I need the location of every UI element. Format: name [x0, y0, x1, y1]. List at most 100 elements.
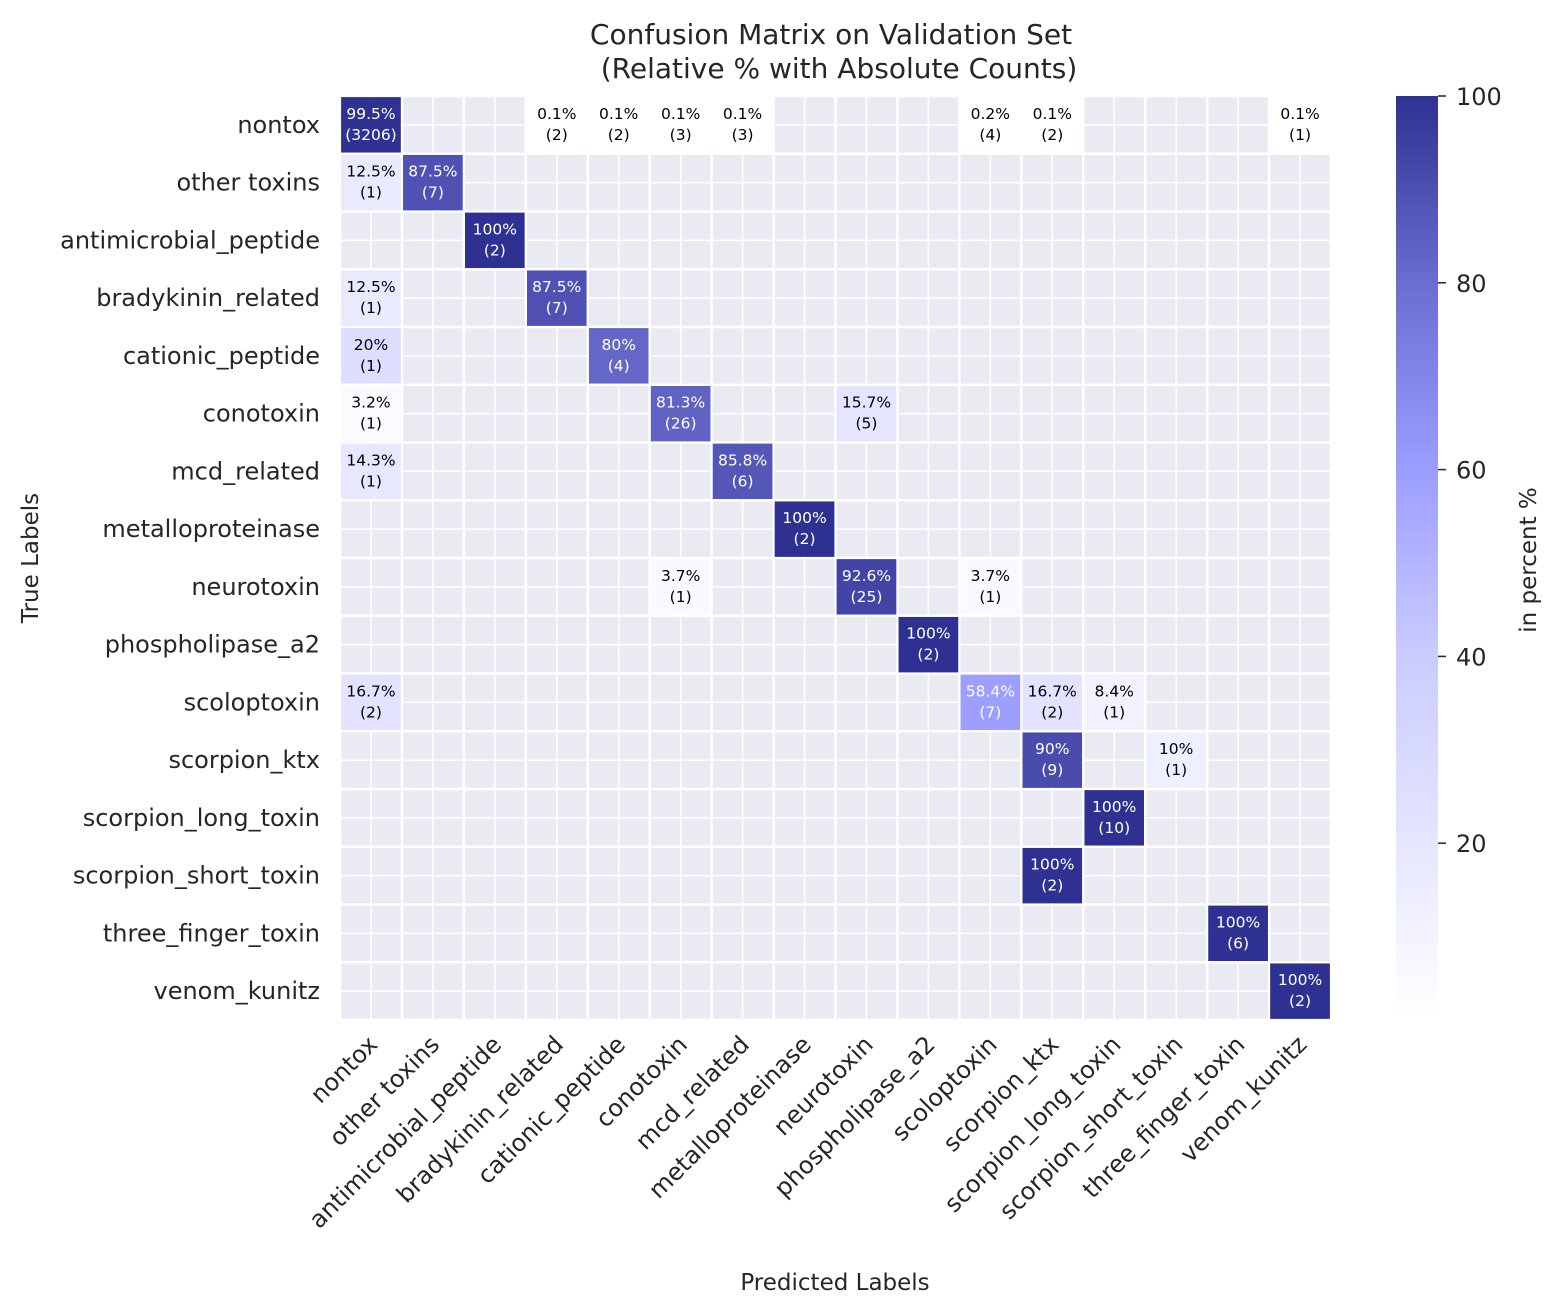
- heatmap-cell-fill: [898, 616, 959, 673]
- y-axis-label: True Labels: [18, 493, 44, 624]
- heatmap-cell-fill: [960, 674, 1021, 731]
- cell-count-label: (1): [360, 299, 382, 317]
- heatmap-cell-fill: [1022, 674, 1083, 731]
- heatmap-cell-fill: [1084, 790, 1144, 846]
- cell-percent-label: 0.1%: [1280, 105, 1319, 123]
- heatmap-cell-fill: [341, 270, 401, 326]
- colorbar-tick-label: 80: [1456, 270, 1487, 298]
- cell-count-label: (2): [1289, 992, 1311, 1010]
- cell-count-label: (4): [608, 357, 630, 375]
- row-label: mcd_related: [171, 457, 320, 485]
- row-label: conotoxin: [203, 400, 320, 428]
- row-label: bradykinin_related: [96, 284, 320, 312]
- cell-percent-label: 16.7%: [1028, 682, 1077, 700]
- heatmap-cell-fill: [1022, 732, 1083, 788]
- cell-percent-label: 87.5%: [408, 163, 457, 181]
- heatmap-cell-fill: [341, 154, 401, 211]
- cell-count-label: (9): [1041, 761, 1063, 779]
- cell-count-label: (7): [422, 184, 444, 202]
- cell-count-label: (2): [1041, 703, 1063, 721]
- cell-percent-label: 100%: [782, 509, 826, 527]
- heatmap-cell-fill: [341, 674, 401, 731]
- heatmap-cell-fill: [588, 328, 649, 384]
- cell-count-label: (1): [1289, 126, 1311, 144]
- row-label: scorpion_long_toxin: [83, 804, 320, 832]
- cell-percent-label: 81.3%: [656, 394, 705, 412]
- cell-count-label: (2): [608, 126, 630, 144]
- row-label: antimicrobial_peptide: [60, 226, 320, 254]
- heatmap-cell-fill: [588, 97, 649, 153]
- row-label: venom_kunitz: [154, 977, 321, 1005]
- row-label: neurotoxin: [191, 573, 320, 601]
- row-label: phospholipase_a2: [105, 631, 320, 659]
- heatmap-cell-fill: [712, 443, 773, 500]
- cell-percent-label: 14.3%: [346, 451, 395, 469]
- cell-count-label: (7): [546, 299, 568, 317]
- cell-percent-label: 0.1%: [723, 105, 762, 123]
- cell-percent-label: 16.7%: [346, 682, 395, 700]
- row-tick-labels: nontox other toxins antimicrobial_peptideb…: [60, 111, 320, 1005]
- cell-percent-label: 10%: [1159, 740, 1193, 758]
- cell-percent-label: 12.5%: [346, 163, 395, 181]
- cell-count-label: (10): [1098, 819, 1130, 837]
- cell-percent-label: 3.7%: [971, 567, 1010, 585]
- heatmap-cell-fill: [341, 385, 401, 442]
- heatmap-cell-fill: [836, 559, 897, 615]
- chart-subtitle: (Relative % with Absolute Counts): [601, 52, 1078, 85]
- cell-count-label: (2): [1041, 877, 1063, 895]
- cell-percent-label: 100%: [906, 625, 950, 643]
- cell-count-label: (26): [665, 415, 697, 433]
- cell-count-label: (2): [1041, 126, 1063, 144]
- cell-percent-label: 0.1%: [661, 105, 700, 123]
- chart-title-group: Confusion Matrix on Validation Set (Rela…: [590, 18, 1077, 85]
- colorbar-tick-label: 40: [1456, 643, 1487, 671]
- row-label: metalloproteinase: [102, 515, 320, 543]
- cell-percent-label: 0.2%: [971, 105, 1010, 123]
- cell-count-label: (1): [1165, 761, 1187, 779]
- heatmap-cell-fill: [1270, 963, 1330, 1019]
- cell-count-label: (2): [484, 241, 506, 259]
- row-label: scorpion_ktx: [168, 746, 320, 774]
- colorbar-tick-label: 100: [1456, 83, 1502, 111]
- cell-percent-label: 92.6%: [842, 567, 891, 585]
- cell-count-label: (1): [360, 472, 382, 490]
- cell-percent-label: 80%: [601, 336, 635, 354]
- cell-percent-label: 15.7%: [842, 394, 891, 412]
- cell-percent-label: 12.5%: [346, 278, 395, 296]
- cell-percent-label: 8.4%: [1095, 682, 1134, 700]
- heatmap-cell-fill: [341, 328, 401, 384]
- colorbar-label: in percent %: [1516, 487, 1542, 633]
- cell-percent-label: 3.2%: [351, 394, 390, 412]
- heatmap-cell-fill: [774, 501, 835, 557]
- heatmap-cell-fill: [527, 97, 587, 153]
- cell-count-label: (1): [360, 184, 382, 202]
- heatmap-cell-fill: [1022, 847, 1083, 904]
- cell-count-label: (1): [1103, 703, 1125, 721]
- colorbar-gradient: [1396, 96, 1438, 1016]
- row-label: cationic_peptide: [123, 342, 320, 370]
- colorbar-ticks: 20 40 60 80 100: [1438, 83, 1502, 858]
- cell-count-label: (1): [670, 588, 692, 606]
- cell-count-label: (1): [979, 588, 1001, 606]
- heatmap-cell-fill: [403, 154, 463, 211]
- heatmap-cell-fill: [650, 559, 711, 615]
- row-label: nontox: [237, 111, 320, 139]
- heatmap-cell-fill: [341, 443, 401, 500]
- x-axis-label: Predicted Labels: [740, 1270, 929, 1296]
- heatmap-cell-fill: [1146, 732, 1206, 788]
- cell-percent-label: 100%: [1278, 971, 1322, 989]
- heatmap-cell-fill: [836, 385, 897, 442]
- heatmap-cell-labels: 99.5% (3206) 0.1% (2) 0.1% (2) 0.1% (3) 0.1% (3) 0…: [345, 105, 1322, 1010]
- row-label: scorpion_short_toxin: [73, 862, 320, 890]
- row-label: three_finger_toxin: [103, 919, 320, 947]
- cell-percent-label: 58.4%: [966, 682, 1015, 700]
- cell-percent-label: 0.1%: [1033, 105, 1072, 123]
- cell-percent-label: 20%: [354, 336, 388, 354]
- chart-title: Confusion Matrix on Validation Set: [590, 18, 1072, 51]
- heatmap-cell-fill: [712, 97, 773, 153]
- cell-count-label: (2): [917, 646, 939, 664]
- heatmap-cell-fill: [1022, 97, 1083, 153]
- cell-count-label: (2): [546, 126, 568, 144]
